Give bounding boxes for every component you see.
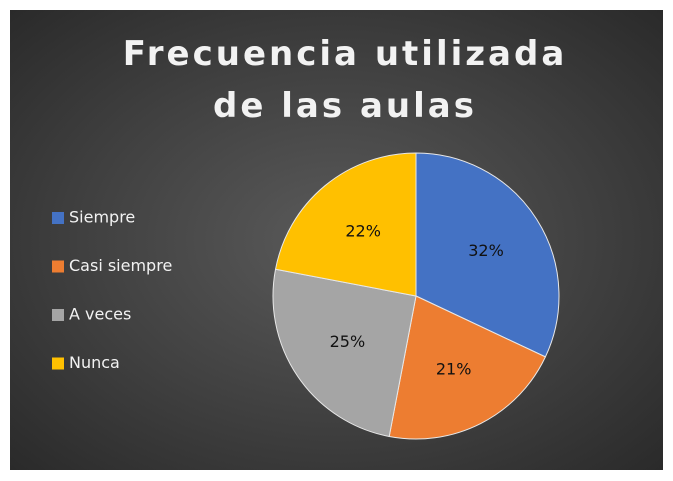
data-label: 32%	[468, 241, 504, 260]
legend-label: Siempre	[69, 208, 135, 227]
pie-slice	[415, 152, 560, 358]
legend-swatch	[52, 357, 64, 370]
legend-swatch	[52, 260, 64, 273]
legend-label: Casi siempre	[69, 256, 172, 275]
legend-swatch	[52, 309, 64, 321]
pie-slice	[274, 152, 417, 297]
data-label: 21%	[436, 359, 472, 378]
chart-title: Frecuencia utilizada de las aulas	[122, 34, 568, 126]
legend-label: Nunca	[69, 353, 120, 372]
legend-label: A veces	[69, 305, 131, 324]
pie-slice	[388, 295, 547, 440]
legend-swatch	[52, 212, 64, 224]
data-label: 25%	[330, 332, 366, 351]
pie-slice	[272, 268, 417, 438]
data-label: 22%	[345, 222, 381, 241]
